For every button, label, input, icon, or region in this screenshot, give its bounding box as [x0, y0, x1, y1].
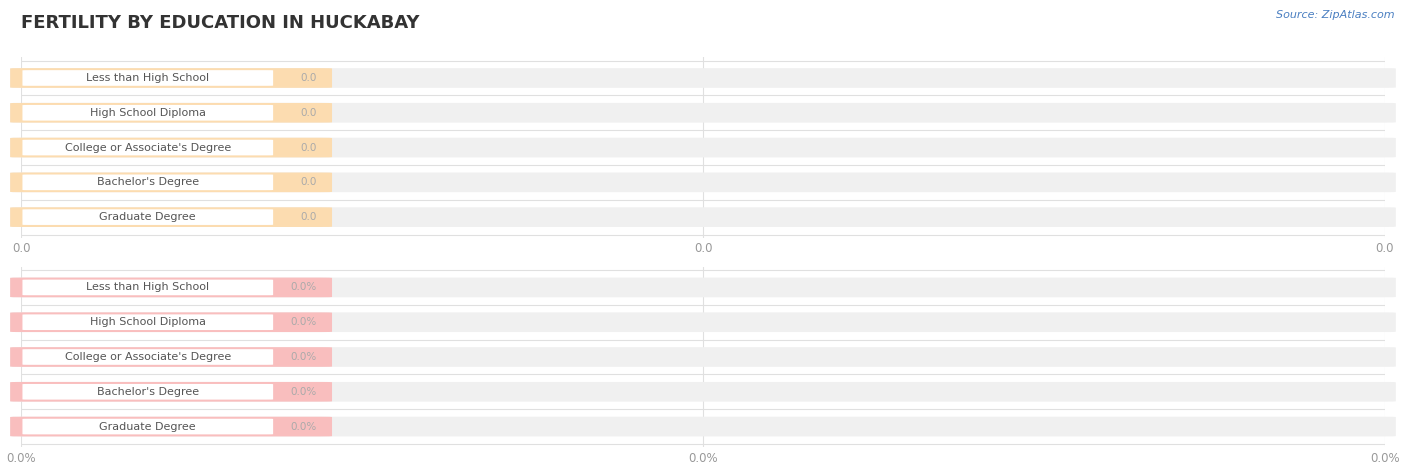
FancyBboxPatch shape: [10, 68, 1396, 88]
Text: Less than High School: Less than High School: [86, 282, 209, 292]
Text: College or Associate's Degree: College or Associate's Degree: [65, 142, 231, 153]
Text: 0.0: 0.0: [301, 73, 316, 83]
FancyBboxPatch shape: [22, 175, 273, 190]
Text: 0.0: 0.0: [301, 212, 316, 222]
FancyBboxPatch shape: [10, 138, 332, 158]
Text: Bachelor's Degree: Bachelor's Degree: [97, 387, 198, 397]
Text: Source: ZipAtlas.com: Source: ZipAtlas.com: [1277, 10, 1395, 20]
Text: Less than High School: Less than High School: [86, 73, 209, 83]
FancyBboxPatch shape: [22, 140, 273, 155]
FancyBboxPatch shape: [10, 312, 332, 332]
Text: 0.0%: 0.0%: [291, 317, 316, 327]
Text: 0.0%: 0.0%: [291, 422, 316, 432]
FancyBboxPatch shape: [22, 279, 273, 295]
Text: 0.0%: 0.0%: [291, 387, 316, 397]
FancyBboxPatch shape: [10, 347, 332, 367]
FancyBboxPatch shape: [10, 207, 332, 227]
Text: Graduate Degree: Graduate Degree: [100, 422, 195, 432]
FancyBboxPatch shape: [10, 172, 332, 192]
FancyBboxPatch shape: [10, 347, 1396, 367]
Text: 0.0%: 0.0%: [291, 282, 316, 292]
FancyBboxPatch shape: [10, 312, 1396, 332]
FancyBboxPatch shape: [22, 209, 273, 225]
FancyBboxPatch shape: [10, 382, 1396, 402]
FancyBboxPatch shape: [22, 349, 273, 365]
Text: FERTILITY BY EDUCATION IN HUCKABAY: FERTILITY BY EDUCATION IN HUCKABAY: [21, 14, 419, 32]
FancyBboxPatch shape: [22, 105, 273, 120]
FancyBboxPatch shape: [22, 314, 273, 330]
FancyBboxPatch shape: [10, 278, 332, 298]
Text: Graduate Degree: Graduate Degree: [100, 212, 195, 222]
Text: 0.0: 0.0: [301, 142, 316, 153]
FancyBboxPatch shape: [22, 419, 273, 435]
Text: Bachelor's Degree: Bachelor's Degree: [97, 178, 198, 188]
Text: 0.0: 0.0: [301, 108, 316, 118]
FancyBboxPatch shape: [10, 382, 332, 402]
FancyBboxPatch shape: [22, 384, 273, 400]
Text: 0.0%: 0.0%: [291, 352, 316, 362]
FancyBboxPatch shape: [10, 416, 332, 436]
Text: High School Diploma: High School Diploma: [90, 108, 205, 118]
FancyBboxPatch shape: [10, 103, 1396, 123]
Text: High School Diploma: High School Diploma: [90, 317, 205, 327]
FancyBboxPatch shape: [10, 172, 1396, 192]
FancyBboxPatch shape: [10, 138, 1396, 158]
Text: 0.0: 0.0: [301, 178, 316, 188]
FancyBboxPatch shape: [22, 70, 273, 86]
FancyBboxPatch shape: [10, 68, 332, 88]
FancyBboxPatch shape: [10, 278, 1396, 298]
FancyBboxPatch shape: [10, 207, 1396, 227]
FancyBboxPatch shape: [10, 416, 1396, 436]
FancyBboxPatch shape: [10, 103, 332, 123]
Text: College or Associate's Degree: College or Associate's Degree: [65, 352, 231, 362]
